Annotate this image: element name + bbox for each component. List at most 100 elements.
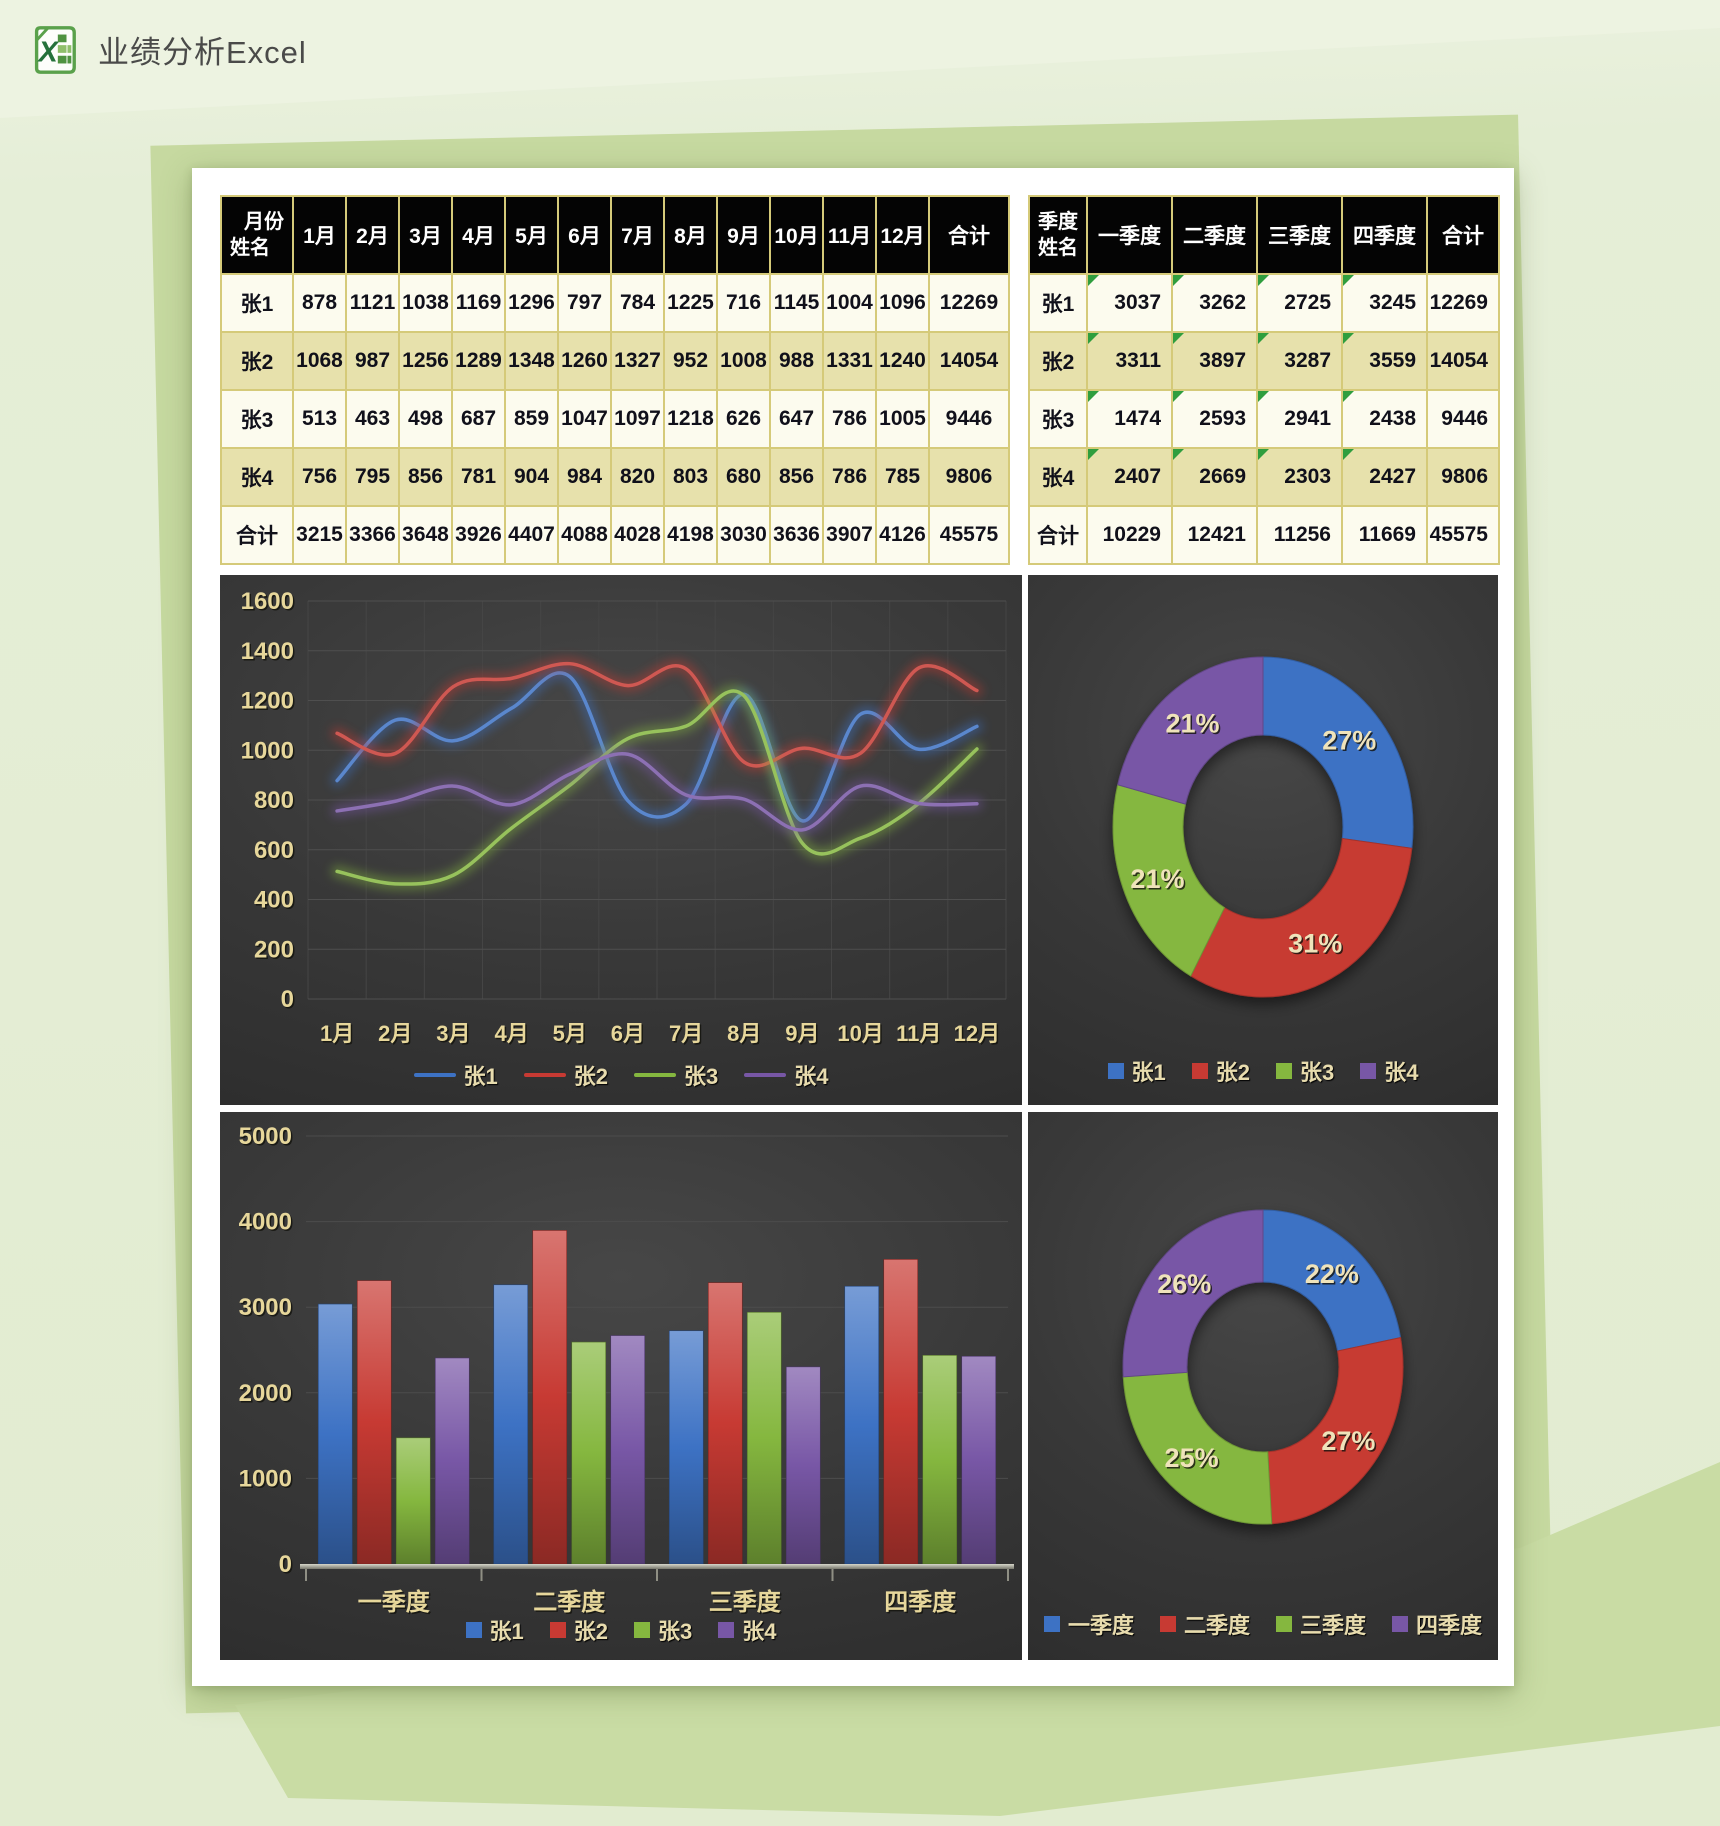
monthly-table-column-header-12月: 12月: [875, 195, 930, 275]
x-axis-tick-3月: 3月: [436, 1021, 470, 1046]
quarterly-table-cell-张3-四季度: 2438: [1341, 389, 1428, 449]
y-axis-tick-0-shadow: 0: [282, 988, 295, 1015]
percent-label-三季度: 25%: [1165, 1443, 1219, 1473]
y-axis-tick-600: 600: [254, 837, 294, 864]
quarterly-table-cell-张1-三季度: 2725: [1256, 273, 1343, 333]
quarterly-table-column-header-一季度: 一季度: [1086, 195, 1173, 275]
monthly-table-cell-张3-6月: 1047: [557, 389, 612, 449]
monthly-line-chart-panel: 0 0 200 200 400 400 600 600 800 800 1000 1000 1200 12…: [220, 575, 1022, 1105]
formula-warning-triangle: [1259, 276, 1269, 286]
monthly-table-cell-张2-11月: 1331: [822, 331, 877, 391]
quarterly-table-row-张2: 张2 3311 3897 3287 3559 14054: [1028, 331, 1500, 391]
y-axis-tick-5000: 5000: [239, 1123, 292, 1150]
monthly-table-cell-张1-2月: 1121: [345, 273, 400, 333]
donut-slice-张2: [1190, 837, 1413, 998]
percent-label-张1-shadow: 27%: [1324, 727, 1378, 757]
monthly-table-row-header-张3: 张3: [220, 389, 294, 449]
monthly-table-cell-张1-12月: 1096: [875, 273, 930, 333]
quarterly-table-cell-合计-三季度: 11256: [1256, 505, 1343, 565]
quarterly-table-cell-张2-四季度: 3559: [1341, 331, 1428, 391]
legend-label: 张4: [1384, 1060, 1419, 1085]
percent-label-张2-shadow: 31%: [1290, 930, 1344, 960]
svg-text:X: X: [37, 37, 60, 69]
monthly-table-cell-张4-7月: 820: [610, 447, 665, 507]
monthly-table-cell-张2-4月: 1289: [451, 331, 506, 391]
legend-label: 三季度: [1300, 1613, 1367, 1638]
bar-张2-三季度: [707, 1282, 743, 1565]
legend-label: 张1: [489, 1619, 524, 1644]
donut-slice-三季度: [1122, 1371, 1273, 1525]
formula-warning-triangle: [1174, 392, 1184, 402]
formula-warning-triangle: [1259, 392, 1269, 402]
x-axis-tick-1月-shadow: 1月: [321, 1023, 355, 1048]
quarter-share-donut-chart: 22%22%27%27%25%25%26%26%: [1122, 1209, 1404, 1525]
monthly-table-cell-张2-合计: 14054: [928, 331, 1010, 391]
monthly-table-corner-header: 月份 姓名: [220, 195, 294, 275]
legend-label: 张3: [684, 1064, 719, 1089]
quarterly-table: 季度 姓名 一季度 二季度 三季度 四季度 合计 张1 3037 3262 2725 3245 1226…: [1028, 195, 1500, 565]
formula-warning-triangle: [1344, 450, 1354, 460]
x-axis-label-三季度-shadow: 三季度: [710, 1590, 783, 1618]
paper: 月份 姓名 1月 2月 3月 4月 5月 6月 7月 8月 9月 10月 11月 12月 合计 张1 878 11…: [192, 168, 1514, 1686]
bar-张2-一季度: [356, 1280, 392, 1565]
quarterly-table-cell-张2-一季度: 3311: [1086, 331, 1173, 391]
monthly-table-cell-张3-11月: 786: [822, 389, 877, 449]
x-axis-tick-9月: 9月: [785, 1021, 819, 1046]
monthly-table-cell-张2-5月: 1348: [504, 331, 559, 391]
quarterly-table-row-header-张3: 张3: [1028, 389, 1088, 449]
y-axis-tick-1400: 1400: [241, 638, 294, 665]
y-axis-tick-0: 0: [279, 1551, 292, 1578]
quarterly-table-row-合计: 合计 10229 12421 11256 11669 45575: [1028, 505, 1500, 565]
x-axis-tick-1月: 1月: [320, 1021, 354, 1046]
monthly-table-cell-张2-10月: 988: [769, 331, 824, 391]
legend-label: 二季度: [1183, 1613, 1250, 1638]
line-series-张4: [335, 751, 979, 832]
x-axis-label-二季度-shadow: 二季度: [535, 1590, 608, 1618]
x-axis-tick-2月-shadow: 2月: [380, 1023, 414, 1048]
monthly-table-cell-张4-6月: 984: [557, 447, 612, 507]
percent-label-张1: 27%: [1322, 725, 1376, 755]
x-axis-tick-8月-shadow: 8月: [729, 1023, 763, 1048]
monthly-table-row-header-合计: 合计: [220, 505, 294, 565]
monthly-table-cell-张1-1月: 878: [292, 273, 347, 333]
monthly-table-cell-张1-3月: 1038: [398, 273, 453, 333]
quarterly-table-cell-张2-三季度: 3287: [1256, 331, 1343, 391]
x-axis-tick-7月-shadow: 7月: [670, 1023, 704, 1048]
monthly-table-row-张4: 张4 756 795 856 781 904 984 820 803 680 856 786 785 98…: [220, 447, 1010, 507]
x-axis-label-一季度-shadow: 一季度: [359, 1590, 432, 1618]
year-share-donut-panel: 27% 27% 31% 31% 21% 21% 21% 21% 张1 张2 张3 张4: [1028, 575, 1498, 1105]
percent-label-张3-shadow: 21%: [1132, 866, 1186, 896]
monthly-table-row-合计: 合计 3215 3366 3648 3926 4407 4088 4028 4198 3030 36…: [220, 505, 1010, 565]
quarterly-table-cell-张4-二季度: 2669: [1171, 447, 1258, 507]
legend-swatch-二季度: [1159, 1616, 1176, 1632]
bar-chart-legend: 张1 张2 张3 张4: [220, 1614, 1022, 1646]
quarterly-table-cell-张2-二季度: 3897: [1171, 331, 1258, 391]
quarterly-bar-chart: 0010001000200020003000300040004000500050…: [239, 1123, 1014, 1618]
monthly-table-column-header-3月: 3月: [398, 195, 453, 275]
legend-item-一季度: 一季度: [1043, 1608, 1134, 1640]
legend-label: 张2: [1215, 1060, 1250, 1085]
quarterly-table-column-header-合计: 合计: [1426, 195, 1500, 275]
monthly-table-cell-合计-7月: 4028: [610, 505, 665, 565]
formula-warning-triangle: [1259, 450, 1269, 460]
legend-item-张2: 张2: [523, 1059, 608, 1091]
monthly-table-cell-张1-11月: 1004: [822, 273, 877, 333]
bar-张3-三季度: [746, 1311, 782, 1565]
monthly-table-column-header-1月: 1月: [292, 195, 347, 275]
legend-label: 张1: [1131, 1060, 1166, 1085]
x-axis-tick-11月: 11月: [896, 1021, 941, 1046]
legend-item-张1: 张1: [1107, 1055, 1166, 1087]
monthly-table-row-张2: 张2 1068 987 1256 1289 1348 1260 1327 952 1008 988 1…: [220, 331, 1010, 391]
monthly-table-column-header-10月: 10月: [769, 195, 824, 275]
x-axis-tick-2月: 2月: [378, 1021, 412, 1046]
x-axis-tick-5月-shadow: 5月: [554, 1023, 588, 1048]
bar-张3-二季度: [571, 1341, 607, 1565]
bar-张4-一季度: [434, 1357, 470, 1565]
bar-张4-三季度: [785, 1366, 821, 1565]
monthly-table-cell-张3-合计: 9446: [928, 389, 1010, 449]
y-axis-tick-1000-shadow: 1000: [240, 1467, 293, 1494]
bar-张1-二季度: [493, 1284, 529, 1565]
y-axis-tick-1000: 1000: [239, 1465, 292, 1492]
quarterly-table-cell-合计-合计: 45575: [1426, 505, 1500, 565]
percent-label-四季度-shadow: 26%: [1159, 1271, 1213, 1301]
